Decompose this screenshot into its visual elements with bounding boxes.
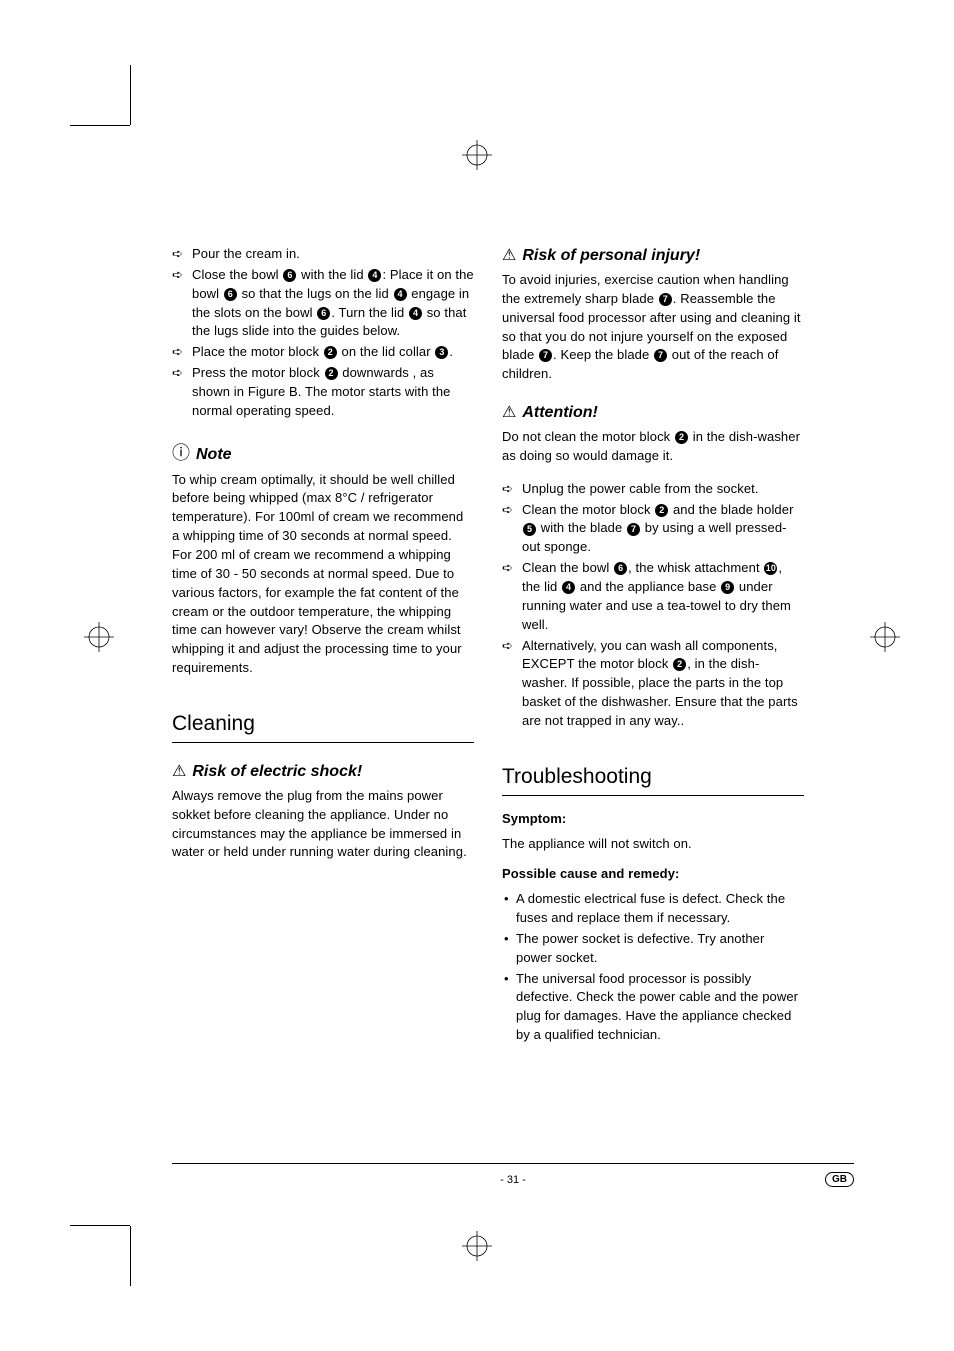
ref-6-icon: 6 — [283, 269, 296, 282]
injury-warning-heading: ⚠ Risk of personal injury! — [502, 245, 804, 265]
cause-list: A domestic electrical fuse is defect. Ch… — [502, 890, 804, 1045]
page-content: Pour the cream in. Close the bowl 6 with… — [172, 245, 854, 1047]
ref-7-icon: 7 — [654, 349, 667, 362]
ref-4-icon: 4 — [409, 307, 422, 320]
attention-body: Do not clean the motor block 2 in the di… — [502, 428, 804, 466]
language-badge: GB — [825, 1172, 854, 1187]
step-item: Alternatively, you can wash all componen… — [502, 637, 804, 731]
cause-item: A domestic electrical fuse is defect. Ch… — [502, 890, 804, 928]
registration-mark-right — [870, 622, 900, 652]
note-body: To whip cream optimally, it should be we… — [172, 471, 474, 678]
step-item: Pour the cream in. — [172, 245, 474, 264]
ref-2-icon: 2 — [655, 504, 668, 517]
note-heading-text: Note — [196, 446, 232, 464]
symptom-body: The appliance will not switch on. — [502, 835, 804, 854]
ref-6-icon: 6 — [224, 288, 237, 301]
registration-mark-bottom — [462, 1231, 492, 1261]
warning-icon: ⚠ — [502, 402, 516, 422]
cause-item: The universal food processor is possibly… — [502, 970, 804, 1045]
injury-heading-text: Risk of personal injury! — [522, 247, 700, 265]
cause-item: The power socket is defective. Try anoth… — [502, 930, 804, 968]
ref-5-icon: 5 — [523, 523, 536, 536]
crop-mark — [70, 1225, 130, 1226]
info-icon: ⓘ — [172, 439, 190, 465]
ref-7-icon: 7 — [659, 293, 672, 306]
step-item: Close the bowl 6 with the lid 4: Place i… — [172, 266, 474, 341]
ref-9-icon: 9 — [721, 581, 734, 594]
ref-3-icon: 3 — [435, 346, 448, 359]
injury-body: To avoid injuries, exercise caution when… — [502, 271, 804, 384]
note-heading: ⓘ Note — [172, 439, 474, 465]
ref-2-icon: 2 — [675, 431, 688, 444]
ref-7-icon: 7 — [539, 349, 552, 362]
shock-heading-text: Risk of electric shock! — [192, 763, 362, 781]
ref-4-icon: 4 — [562, 581, 575, 594]
ref-6-icon: 6 — [614, 562, 627, 575]
step-item: Clean the bowl 6, the whisk attachment 1… — [502, 559, 804, 634]
registration-mark-top — [462, 140, 492, 170]
page-number: - 31 - — [500, 1174, 526, 1186]
step-item: Press the motor block 2 downwards , as s… — [172, 364, 474, 421]
crop-mark — [130, 65, 131, 125]
page-footer: - 31 - — [172, 1163, 854, 1186]
right-column: ⚠ Risk of personal injury! To avoid inju… — [502, 245, 804, 1047]
step-item: Place the motor block 2 on the lid colla… — [172, 343, 474, 362]
cream-steps: Pour the cream in. Close the bowl 6 with… — [172, 245, 474, 421]
crop-mark — [70, 125, 130, 126]
symptom-label: Symptom: — [502, 810, 804, 829]
cleaning-steps: Unplug the power cable from the socket. … — [502, 480, 804, 731]
ref-7-icon: 7 — [627, 523, 640, 536]
ref-4-icon: 4 — [394, 288, 407, 301]
left-column: Pour the cream in. Close the bowl 6 with… — [172, 245, 474, 1047]
ref-2-icon: 2 — [324, 346, 337, 359]
ref-6-icon: 6 — [317, 307, 330, 320]
cleaning-heading: Cleaning — [172, 712, 474, 743]
registration-mark-left — [84, 622, 114, 652]
warning-icon: ⚠ — [502, 245, 516, 265]
attention-heading-text: Attention! — [522, 404, 598, 422]
shock-warning-heading: ⚠ Risk of electric shock! — [172, 761, 474, 781]
ref-2-icon: 2 — [673, 658, 686, 671]
troubleshooting-heading: Troubleshooting — [502, 765, 804, 796]
shock-body: Always remove the plug from the mains po… — [172, 787, 474, 862]
attention-heading: ⚠ Attention! — [502, 402, 804, 422]
step-item: Unplug the power cable from the socket. — [502, 480, 804, 499]
ref-10-icon: 10 — [764, 562, 777, 575]
ref-4-icon: 4 — [368, 269, 381, 282]
warning-icon: ⚠ — [172, 761, 186, 781]
crop-mark — [130, 1226, 131, 1286]
ref-2-icon: 2 — [325, 367, 338, 380]
step-item: Clean the motor block 2 and the blade ho… — [502, 501, 804, 558]
cause-label: Possible cause and remedy: — [502, 865, 804, 884]
